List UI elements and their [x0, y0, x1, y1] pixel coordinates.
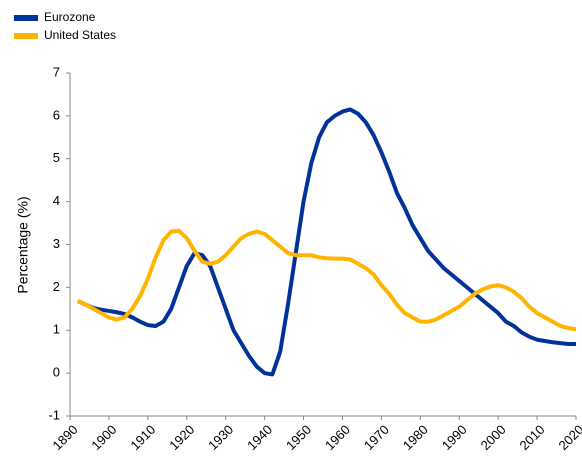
- y-tick-label: -1: [48, 407, 60, 422]
- y-tick-label: 2: [53, 279, 60, 294]
- y-tick-label: 1: [53, 322, 60, 337]
- x-tick-label: 1970: [361, 422, 392, 453]
- x-tick-label: 1910: [127, 422, 158, 453]
- x-tick-label: 1990: [439, 422, 470, 453]
- x-tick-label: 1940: [244, 422, 275, 453]
- legend-label: Eurozone: [44, 10, 96, 24]
- x-tick-label: 1900: [88, 422, 119, 453]
- legend-label: United States: [44, 28, 116, 42]
- series-line: [76, 228, 577, 332]
- x-tick-label: 1920: [166, 422, 197, 453]
- y-tick-label: 6: [53, 107, 60, 122]
- y-tick-label: 5: [53, 150, 60, 165]
- x-tick-label: 1980: [400, 422, 431, 453]
- x-tick-label: 1930: [205, 422, 236, 453]
- y-tick-label: 0: [53, 365, 60, 380]
- y-tick-label: 7: [53, 64, 60, 79]
- legend-swatch: [14, 15, 38, 21]
- y-tick-label: 4: [53, 193, 60, 208]
- legend-swatch: [14, 33, 38, 39]
- x-tick-label: 1950: [283, 422, 314, 453]
- y-tick-label: 3: [53, 236, 60, 251]
- x-tick-label: 2010: [517, 422, 548, 453]
- x-tick-label: 2020: [555, 422, 582, 453]
- y-axis-label: Percentage (%): [15, 196, 31, 293]
- x-tick-label: 1890: [49, 422, 80, 453]
- series-line: [76, 107, 576, 377]
- x-tick-label: 1960: [322, 422, 353, 453]
- x-tick-label: 2000: [478, 422, 509, 453]
